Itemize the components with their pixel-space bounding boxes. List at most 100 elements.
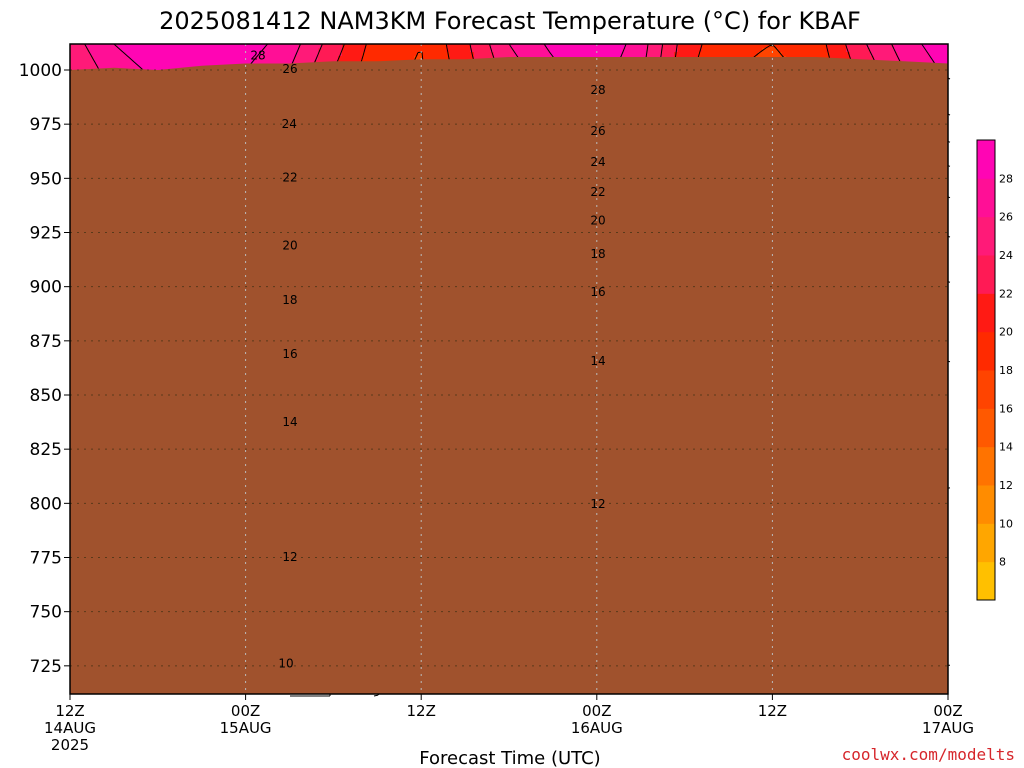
temperature-cell [218,52,223,57]
temperature-cell [174,44,179,49]
temperature-cell [270,48,275,53]
temperature-cell [698,52,703,57]
temperature-cell [274,48,279,53]
temperature-cell [882,48,887,53]
temperature-cell [134,44,139,49]
temperature-cell [458,56,463,61]
temperature-cell [434,52,439,57]
temperature-cell [474,48,479,53]
temperature-cell [418,56,423,61]
temperature-cell [638,48,643,53]
temperature-cell [158,48,163,53]
temperature-cell [878,48,883,53]
temperature-cell [86,56,91,61]
temperature-cell [654,48,659,53]
temperature-cell [518,52,523,57]
temperature-cell [150,60,155,65]
temperature-cell [234,60,239,65]
temperature-cell [126,64,131,69]
temperature-cell [330,52,335,57]
temperature-cell [530,52,535,57]
temperature-cell [258,60,263,65]
temperature-cell [154,60,159,65]
temperature-cell [74,56,79,61]
temperature-cell [82,52,87,57]
temperature-cell [334,56,339,61]
temperature-cell [142,52,147,57]
temperature-cell [114,64,119,69]
temperature-cell [70,60,75,65]
temperature-cell [634,44,639,49]
temperature-cell [522,48,527,53]
temperature-cell [602,48,607,53]
temperature-cell [182,48,187,53]
temperature-cell [330,44,335,49]
temperature-cell [502,44,507,49]
temperature-cell [578,48,583,53]
temperature-cell [482,48,487,53]
temperature-cell [366,52,371,57]
temperature-cell [394,56,399,61]
temperature-cell [94,56,99,61]
temperature-cell [390,52,395,57]
temperature-cell [886,52,891,57]
temperature-cell [774,44,779,49]
temperature-cell [158,52,163,57]
temperature-cell [206,48,211,53]
temperature-cell [638,44,643,49]
temperature-cell [78,44,83,49]
temperature-cell [678,52,683,57]
temperature-cell [226,56,231,61]
temperature-cell [542,52,547,57]
temperature-cell [322,56,327,61]
temperature-cell [922,56,927,61]
temperature-cell [74,64,79,69]
temperature-cell [794,44,799,49]
temperature-cell [718,44,723,49]
temperature-cell [550,48,555,53]
temperature-cell [162,60,167,65]
temperature-cell [874,44,879,49]
temperature-cell [310,60,315,65]
temperature-cell [606,52,611,57]
temperature-cell [186,60,191,65]
temperature-cell [670,44,675,49]
temperature-cell [926,56,931,61]
temperature-cell [122,52,127,57]
temperature-cell [238,60,243,65]
temperature-cell [274,56,279,61]
temperature-cell [510,44,515,49]
temperature-cell [942,44,947,49]
temperature-cell [322,52,327,57]
temperature-cell [750,44,755,49]
temperature-cell [158,64,163,69]
temperature-cell [510,48,515,53]
temperature-cell [862,44,867,49]
temperature-cell [278,44,283,49]
temperature-cell [442,56,447,61]
temperature-cell [102,48,107,53]
temperature-cell [278,48,283,53]
temperature-cell [378,56,383,61]
temperature-cell [214,44,219,49]
temperature-cell [686,52,691,57]
temperature-cell [594,52,599,57]
temperature-cell [170,60,175,65]
temperature-cell [494,52,499,57]
temperature-cell [122,48,127,53]
temperature-cell [170,56,175,61]
temperature-cell [478,56,483,61]
temperature-cell [514,48,519,53]
temperature-cell [618,44,623,49]
temperature-cell [718,48,723,53]
temperature-cell [218,44,223,49]
temperature-cell [442,52,447,57]
temperature-cell [226,44,231,49]
temperature-cell [662,44,667,49]
temperature-cell [726,52,731,57]
temperature-cell [166,52,171,57]
temperature-cell [282,52,287,57]
temperature-cell [326,56,331,61]
temperature-cell [202,56,207,61]
temperature-cell [842,44,847,49]
